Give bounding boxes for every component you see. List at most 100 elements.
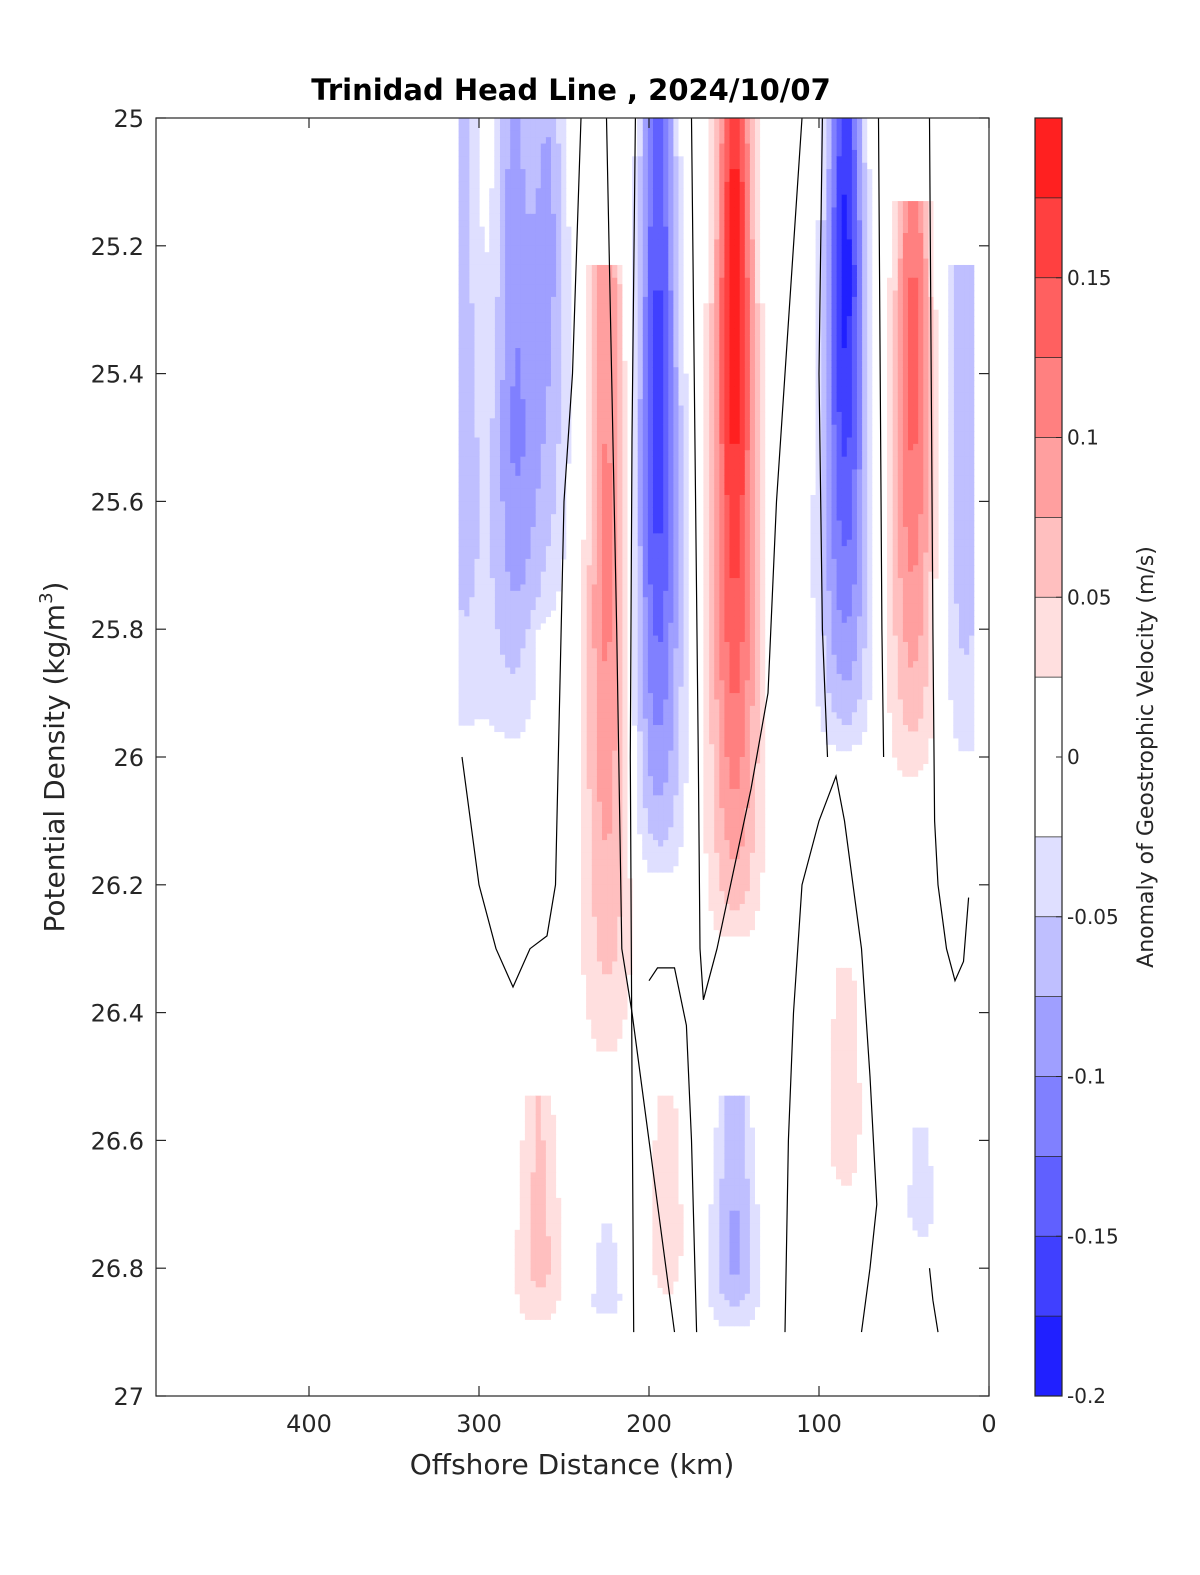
field-cell [601,386,608,394]
field-cell [677,373,684,381]
field-cell [581,571,587,579]
field-cell [473,475,480,483]
field-cell [468,399,475,407]
field-cell [907,290,914,298]
field-cell [535,424,541,432]
field-cell [907,495,914,502]
field-cell [968,450,975,458]
field-cell [494,156,500,164]
field-cell [754,175,761,183]
field-cell [616,469,623,477]
field-cell [530,188,536,196]
field-cell [652,546,659,554]
field-cell [922,284,929,292]
field-cell [632,526,638,534]
field-cell [586,277,592,285]
field-cell [489,514,495,522]
field-cell [479,424,485,432]
field-cell [596,367,602,375]
field-cell [968,533,975,541]
field-cell [514,296,521,304]
field-cell [458,431,465,439]
field-cell [530,341,536,349]
field-cell [841,194,847,202]
field-cell [672,475,679,483]
field-cell [851,277,857,285]
field-cell [708,220,715,228]
field-cell [509,149,516,157]
field-cell [591,348,597,356]
field-cell [647,565,653,573]
field-cell [463,405,470,413]
field-cell [953,399,959,407]
field-cell [494,252,500,260]
field-cell [586,539,592,547]
field-cell [555,322,562,330]
field-cell [953,526,959,534]
field-cell [892,201,898,209]
field-cell [968,546,975,554]
field-cell [468,392,475,400]
field-cell [667,162,674,170]
field-cell [902,201,908,209]
field-cell [530,354,536,362]
field-cell [509,220,516,228]
field-cell [463,143,470,151]
field-cell [708,488,715,496]
field-cell [677,463,684,471]
field-cell [494,181,500,189]
field-cell [907,399,914,407]
field-cell [499,303,506,311]
field-cell [514,303,521,311]
field-cell [473,392,480,400]
field-cell [519,149,526,157]
field-cell [499,322,506,330]
field-cell [759,392,766,400]
field-cell [540,514,546,522]
field-cell [463,411,470,419]
field-cell [611,264,618,272]
field-cell [861,526,868,534]
field-cell [458,213,465,221]
field-cell [535,303,541,311]
field-cell [596,495,602,502]
field-cell [841,258,847,266]
field-cell [499,488,506,496]
field-cell [458,162,465,170]
field-cell [851,335,857,343]
field-cell [922,328,929,336]
field-cell [723,264,730,272]
field-cell [647,328,653,336]
field-cell [734,143,740,151]
field-cell [851,482,857,490]
field-cell [713,290,720,298]
field-cell [550,284,557,292]
field-cell [836,169,842,177]
field-cell [494,405,500,413]
field-cell [514,392,521,400]
field-cell [958,514,965,522]
field-cell [841,335,847,343]
field-cell [825,309,832,317]
field-cell [494,552,500,560]
field-cell [535,405,541,413]
field-cell [841,143,847,151]
field-cell [509,443,516,451]
field-cell [499,239,506,247]
field-cell [749,143,755,151]
field-cell [540,463,546,471]
field-cell [555,201,562,209]
field-cell [907,488,914,496]
field-cell [856,475,863,483]
field-cell [892,450,898,458]
field-cell [912,533,919,541]
field-cell [530,290,536,298]
field-cell [820,482,827,490]
field-cell [820,207,827,215]
field-cell [953,431,959,439]
field-cell [846,411,852,419]
field-cell [820,201,827,209]
field-cell [616,379,623,387]
field-cell [530,264,536,272]
field-cell [550,437,557,445]
